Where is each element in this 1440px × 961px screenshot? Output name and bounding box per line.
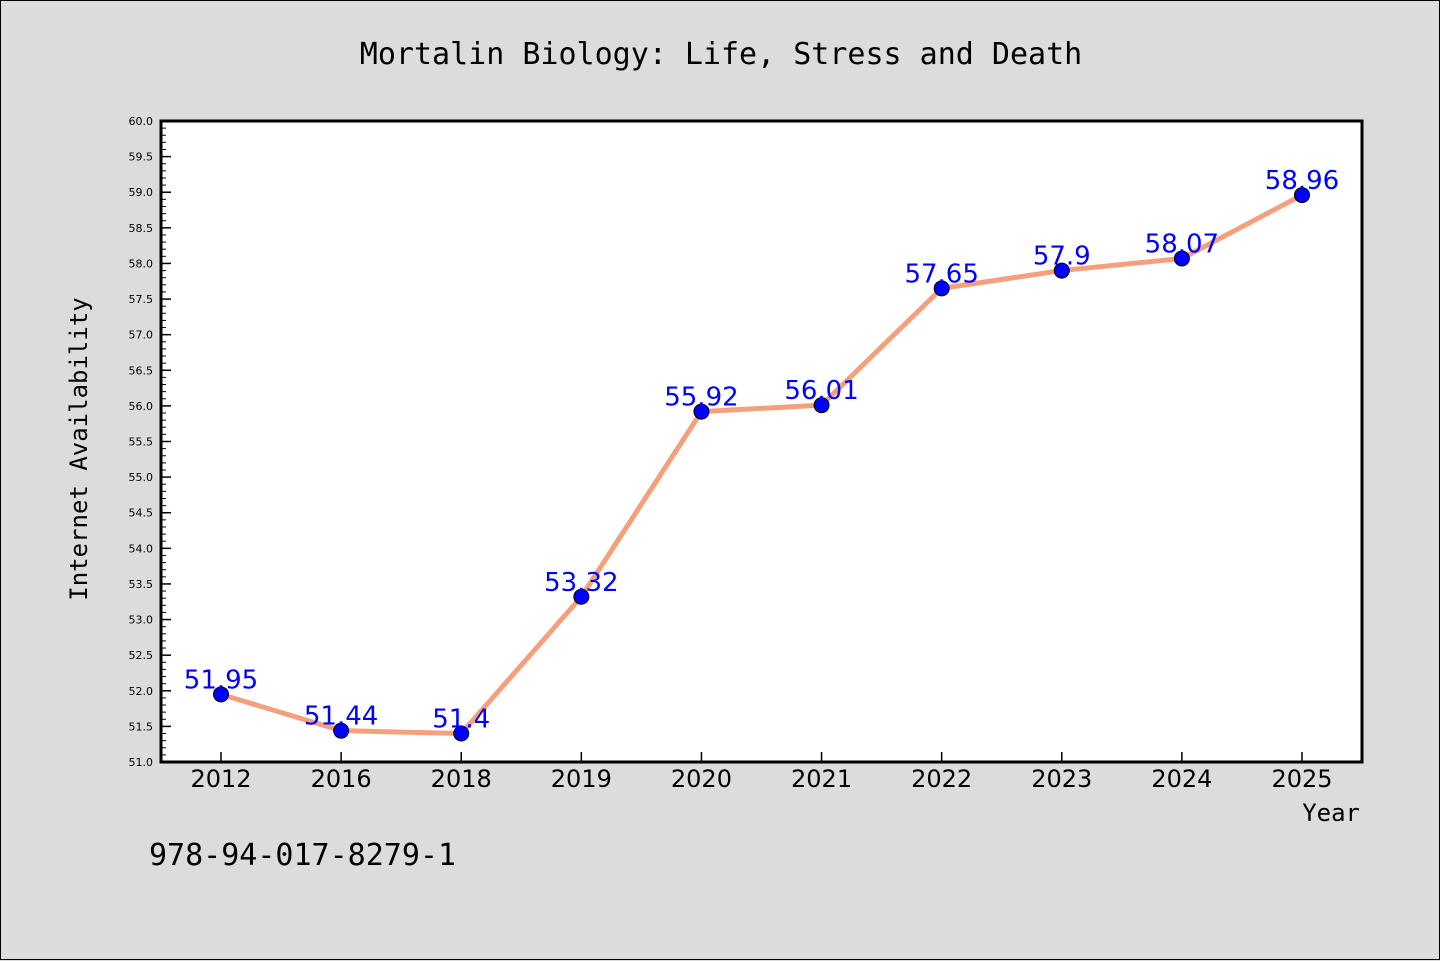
y-tick-label: 53.5 xyxy=(129,578,154,591)
data-point xyxy=(933,280,950,297)
data-point xyxy=(453,725,470,742)
footer-code: 978-94-017-8279-1 xyxy=(149,838,456,873)
y-tick-label: 58.5 xyxy=(129,222,154,235)
data-label: 51.4 xyxy=(432,705,490,735)
y-tick-label: 54.5 xyxy=(129,507,154,520)
markers-group xyxy=(213,187,1310,742)
y-tick-label: 57.0 xyxy=(129,329,154,342)
data-label: 56.01 xyxy=(784,376,858,406)
data-point xyxy=(1294,187,1310,204)
data-label: 51.95 xyxy=(184,665,258,695)
data-label: 51.44 xyxy=(304,702,378,732)
data-point xyxy=(573,588,590,605)
x-tick-label: 2020 xyxy=(671,765,732,793)
data-label: 55.92 xyxy=(664,383,738,413)
data-point xyxy=(213,686,229,703)
plot-area xyxy=(159,119,1364,764)
series-line-group xyxy=(218,192,1305,737)
x-tick-label: 2025 xyxy=(1271,765,1332,793)
x-tick-label: 2021 xyxy=(791,765,852,793)
y-tick-label: 57.5 xyxy=(129,293,154,306)
x-axis-title: Year xyxy=(1302,799,1360,827)
x-axis: 2012 2016 2018 2019 2020 2021 2022 2023 2024 2025 xyxy=(190,752,1333,793)
y-tick-label: 52.5 xyxy=(129,649,154,662)
data-labels-group: 51.95 51.44 51.4 53.32 55.92 56.01 57.65 57.9 58… xyxy=(184,166,1339,734)
data-label: 57.65 xyxy=(904,259,978,289)
x-tick-label: 2016 xyxy=(311,765,372,793)
x-tick-label: 2022 xyxy=(911,765,972,793)
data-point xyxy=(1053,262,1070,279)
data-point xyxy=(813,397,830,414)
y-tick-label: 52.0 xyxy=(129,685,154,698)
y-tick-label: 54.0 xyxy=(129,542,154,555)
data-label: 58.07 xyxy=(1145,229,1219,259)
data-label: 57.9 xyxy=(1033,242,1091,272)
y-tick-label: 56.0 xyxy=(129,400,154,413)
y-tick-label: 55.0 xyxy=(129,471,154,484)
y-tick-label: 55.5 xyxy=(129,436,154,449)
y-tick-label: 56.5 xyxy=(129,364,154,377)
data-label: 53.32 xyxy=(544,568,618,598)
x-tick-label: 2012 xyxy=(190,765,251,793)
y-tick-label: 51.0 xyxy=(129,756,154,769)
x-tick-label: 2024 xyxy=(1151,765,1212,793)
data-point xyxy=(1173,250,1190,267)
data-point xyxy=(693,403,710,420)
data-point xyxy=(333,722,350,739)
y-tick-label: 58.0 xyxy=(129,257,154,270)
y-tick-label: 59.0 xyxy=(129,186,154,199)
y-tick-label: 59.5 xyxy=(129,151,154,164)
x-tick-label: 2018 xyxy=(431,765,492,793)
data-label: 58.96 xyxy=(1265,166,1339,196)
y-tick-label: 53.0 xyxy=(129,614,154,627)
y-tick-label: 51.5 xyxy=(129,720,154,733)
x-tick-label: 2023 xyxy=(1031,765,1092,793)
x-tick-label: 2019 xyxy=(551,765,612,793)
series-line xyxy=(218,192,1305,737)
y-axis: 51.0 51.5 52.0 52.5 53.0 53.5 54.0 54.5 55.0 55.5… xyxy=(129,115,171,769)
chart-title: Mortalin Biology: Life, Stress and Death xyxy=(360,37,1082,72)
y-tick-label: 60.0 xyxy=(129,115,154,128)
y-axis-title: Internet Availability xyxy=(65,297,93,600)
